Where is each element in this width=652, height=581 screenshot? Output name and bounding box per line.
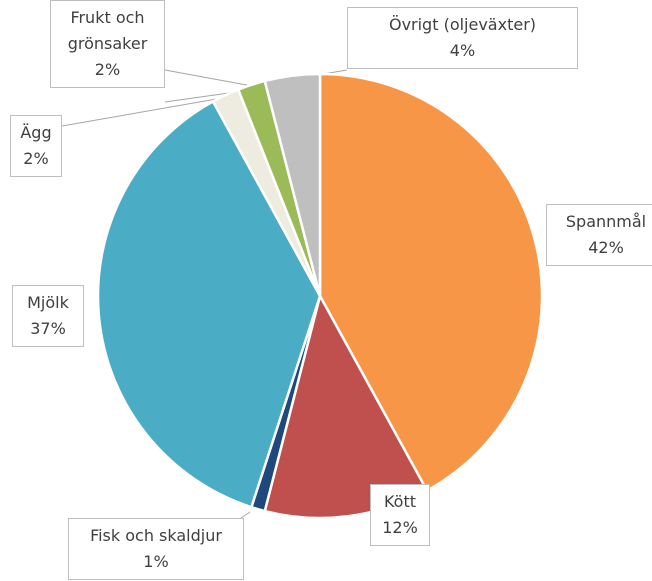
label-value: 4% — [449, 41, 476, 60]
label-value: 42% — [588, 238, 624, 257]
label-name: Frukt och grönsaker — [67, 8, 148, 53]
pie — [96, 72, 544, 520]
label-name: Kött — [383, 492, 417, 511]
data-label: Frukt och grönsaker 2% — [50, 0, 165, 88]
leader-line — [164, 91, 237, 103]
label-value: 2% — [23, 149, 49, 168]
data-label: Övrigt (oljeväxter) 4% — [347, 7, 578, 69]
leader-line — [164, 69, 253, 87]
label-value: 37% — [30, 319, 66, 338]
pie-slice — [96, 99, 322, 509]
data-label: Mjölk 37% — [12, 285, 84, 347]
label-value: 2% — [94, 60, 121, 79]
label-name: Fisk och skaldjur — [90, 526, 222, 545]
pie-slice — [318, 72, 544, 493]
label-name: Spannmål — [565, 212, 647, 231]
leader-line — [61, 96, 229, 127]
data-label: Spannmål 42% — [546, 204, 652, 266]
data-label: Kött 12% — [370, 484, 430, 546]
label-name: Ägg — [20, 123, 52, 142]
label-name: Mjölk — [27, 293, 69, 312]
data-label: Ägg 2% — [10, 115, 62, 177]
pie-slice — [263, 72, 322, 297]
label-value: 12% — [382, 518, 418, 537]
data-label: Fisk och skaldjur 1% — [68, 518, 244, 580]
label-name: Övrigt (oljeväxter) — [388, 15, 537, 34]
label-value: 1% — [143, 552, 169, 571]
